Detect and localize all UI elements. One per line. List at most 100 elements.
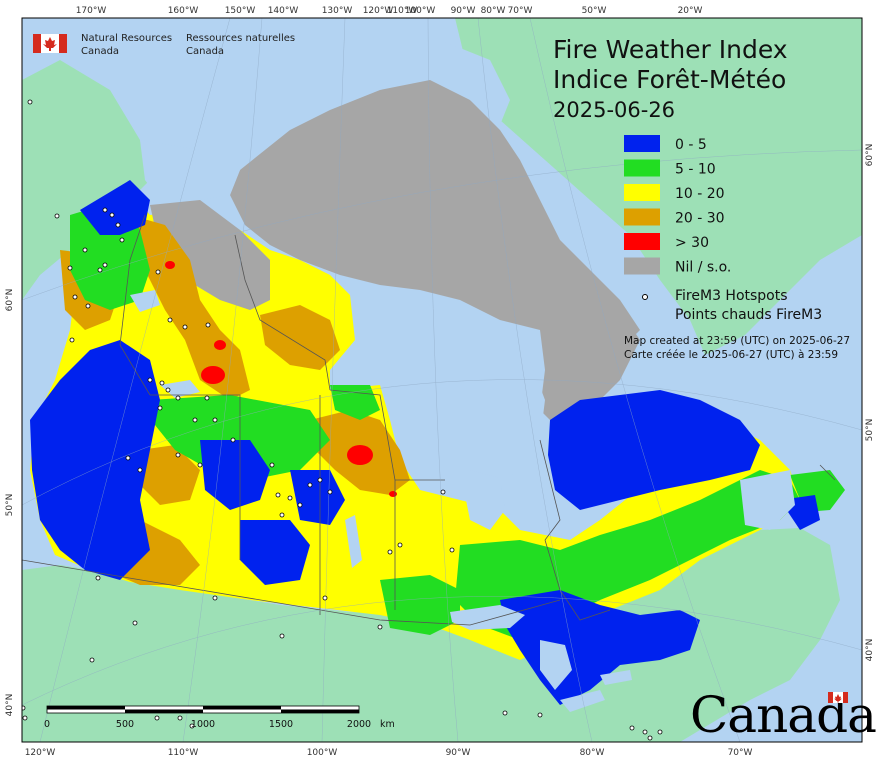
bottom-lon-label: 90°W (446, 748, 471, 758)
fwi-over-30-sask (214, 340, 226, 350)
agency-fr-line1: Ressources naturelles (186, 33, 295, 44)
top-lon-label: 140°W (268, 6, 299, 16)
hudson-bay (385, 320, 545, 480)
fwi-20-30-nunavut (260, 305, 340, 370)
fwi-over-30-ontario (389, 491, 397, 497)
bottom-lon-label: 100°W (307, 748, 338, 758)
top-lon-label: 150°W (225, 6, 256, 16)
top-lon-label: 170°W (76, 6, 107, 16)
legend-label: 0 - 5 (675, 137, 707, 153)
top-lon-label: 130°W (322, 6, 353, 16)
nil-quebec-north (540, 290, 640, 430)
lake-superior (450, 605, 525, 630)
right-latitude-labels: 60°N 50°N 40°N (865, 144, 875, 662)
right-lat-label: 60°N (865, 144, 875, 167)
agency-fr-line2: Canada (186, 46, 224, 57)
bottom-longitude-labels: 120°W 110°W 100°W 90°W 80°W 70°W (25, 748, 753, 758)
fwi-over-30-manitoba (347, 445, 373, 465)
hotspot-legend-fr: Points chauds FireM3 (675, 307, 822, 323)
lake-huron (540, 640, 572, 690)
created-note-fr: Carte créée le 2025-06-27 (UTC) à 23:59 (624, 349, 838, 361)
graticule (22, 18, 862, 742)
top-longitude-labels: 170°W 160°W 150°W 140°W 130°W 120°W110°W100°W… (76, 6, 703, 16)
fwi-0-5-yukon (80, 180, 150, 235)
agency-en-line2: Canada (81, 46, 119, 57)
left-lat-label: 50°N (5, 494, 15, 517)
bottom-lon-label: 70°W (728, 748, 753, 758)
legend-label: > 30 (675, 235, 709, 251)
canada-flag-logo (33, 34, 67, 53)
top-lon-label: 100°W (405, 6, 436, 16)
hotspot-legend-marker (642, 294, 648, 300)
top-lon-label: 110°W (387, 6, 418, 16)
top-lon-label: 20°W (678, 6, 703, 16)
title-french: Indice Forêt-Météo (553, 65, 786, 94)
fwi-over-30-yukon (165, 261, 175, 269)
nil-arctic-islands (230, 80, 640, 350)
alaska-landmass (22, 60, 150, 300)
hotspot-legend-en: FireM3 Hotspots (675, 288, 788, 304)
lake-ontario (600, 670, 632, 685)
legend-swatch (624, 184, 660, 201)
scale-bar (46, 705, 360, 714)
left-lat-label: 60°N (5, 289, 15, 312)
legend: 0 - 5 5 - 10 10 - 20 20 - 30 > 30 Nil / s.o. (624, 135, 731, 276)
agency-en-line1: Natural Resources (81, 33, 172, 44)
right-lat-label: 40°N (865, 639, 875, 662)
fwi-0-5-sask (240, 520, 310, 585)
legend-swatch (624, 233, 660, 250)
legend-swatch (624, 159, 660, 177)
scale-tick-label: 500 (116, 719, 134, 730)
fwi-over-30-nwt (201, 366, 225, 384)
scale-tick-label: 1500 (269, 719, 293, 730)
top-lon-label: 120°W (363, 6, 394, 16)
gulf-st-lawrence (740, 470, 795, 530)
fwi-20-30-nwt (130, 215, 250, 400)
left-lat-label: 40°N (5, 694, 15, 717)
title-english: Fire Weather Index (553, 35, 788, 64)
legend-label: 20 - 30 (675, 211, 725, 227)
top-lon-label: 160°W (168, 6, 199, 16)
scale-unit: km (380, 719, 395, 730)
legend-label: 5 - 10 (675, 162, 716, 178)
map-frame (21, 17, 863, 743)
top-lon-label: 90°W (451, 6, 476, 16)
wordmark-flag-icon (828, 692, 848, 703)
canada-wordmark: Canada (690, 686, 876, 744)
fwi-0-5-manitoba (290, 470, 345, 525)
lake-winnipeg (345, 515, 362, 568)
lake-erie (560, 690, 605, 712)
great-slave-lake (160, 380, 200, 398)
great-bear-lake (130, 290, 160, 312)
legend-label: Nil / s.o. (675, 260, 731, 276)
scale-tick-label: 2000 (347, 719, 371, 730)
legend-swatch (624, 257, 660, 275)
legend-label: 10 - 20 (675, 186, 725, 202)
james-bay (465, 470, 505, 530)
right-lat-label: 50°N (865, 419, 875, 442)
baffin-bay (440, 40, 510, 125)
scale-tick-label: 1000 (191, 719, 215, 730)
fwi-0-5-quebec-north (548, 390, 760, 510)
fwi-5-10-ontario-south (380, 575, 460, 635)
beaufort-sea (140, 140, 240, 200)
provincial-borders (22, 214, 836, 626)
bottom-lon-label: 120°W (25, 748, 56, 758)
legend-swatch (624, 135, 660, 152)
bottom-lon-label: 110°W (168, 748, 199, 758)
left-latitude-labels: 60°N 50°N 40°N (5, 289, 15, 717)
nil-northwest-territory (150, 200, 270, 310)
fwi-20-30-alberta (140, 445, 200, 505)
scale-labels: 0 500 1000 1500 2000 (44, 719, 371, 730)
top-lon-label: 70°W (508, 6, 533, 16)
top-lon-label: 80°W (481, 6, 506, 16)
map-date: 2025-06-26 (553, 98, 675, 122)
scale-tick-label: 0 (44, 719, 50, 730)
top-lon-label: 50°W (582, 6, 607, 16)
fwi-0-5-alberta (200, 440, 270, 510)
bottom-lon-label: 80°W (580, 748, 605, 758)
legend-swatch (624, 208, 660, 226)
created-note-en: Map created at 23:59 (UTC) on 2025-06-27 (624, 335, 850, 347)
